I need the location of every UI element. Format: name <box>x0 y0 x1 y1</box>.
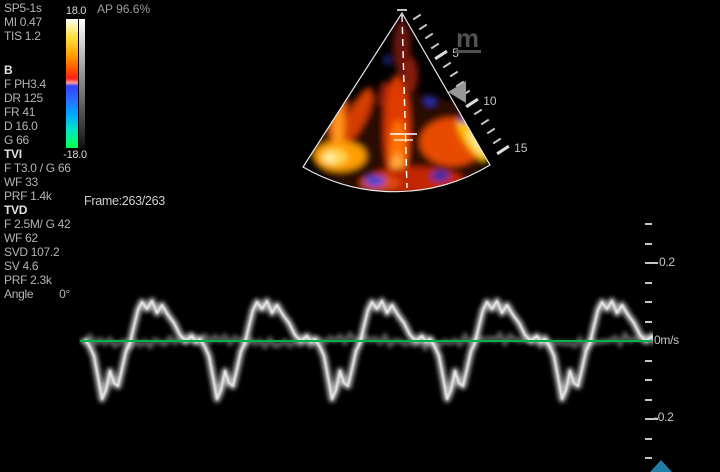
doppler-colorbar <box>66 19 78 148</box>
b-param: D 16.0 <box>4 119 38 133</box>
tvi-param: F T3.0 / G 66 <box>4 161 71 175</box>
spectral-trace-core <box>84 299 653 401</box>
transducer-label: SP5-1s <box>4 1 42 15</box>
tvi-mode-header: TVI <box>4 147 22 161</box>
mi-value: MI 0.47 <box>4 15 42 29</box>
b-param: FR 41 <box>4 105 36 119</box>
b-param: DR 125 <box>4 91 43 105</box>
baseline-line[interactable] <box>80 340 652 342</box>
logo-underline <box>456 50 481 53</box>
colorbar-max-label: 18.0 <box>65 5 87 17</box>
angle-value: 0° <box>59 287 70 301</box>
logo-glyph: m <box>456 23 480 53</box>
spectral-trace <box>82 297 653 403</box>
tvi-param: PRF 1.4k <box>4 189 52 203</box>
tis-value: TIS 1.2 <box>4 29 41 43</box>
spectral-doppler-strip <box>79 297 653 403</box>
frame-counter: Frame:263/263 <box>84 194 165 208</box>
focus-marker-icon <box>448 81 466 103</box>
tvi-param: WF 33 <box>4 175 38 189</box>
tvd-param: SV 4.6 <box>4 259 39 273</box>
angle-label: Angle <box>4 287 34 301</box>
sector-outline <box>302 11 491 193</box>
tvd-param: PRF 2.3k <box>4 273 52 287</box>
acoustic-power-label: AP 96.6% <box>97 2 151 16</box>
colorbar-min-label: -18.0 <box>63 149 87 161</box>
echo-sector-image <box>302 9 491 193</box>
b-mode-header: B <box>4 63 13 77</box>
b-param: G 66 <box>4 133 29 147</box>
angle-row: Angle 0° <box>4 288 70 301</box>
tvd-param: F 2.5M/ G 42 <box>4 217 71 231</box>
sample-gate[interactable] <box>390 133 417 141</box>
grayscale-bar <box>79 19 85 148</box>
doppler-cursor-line[interactable] <box>401 14 408 189</box>
tvd-param: SVD 107.2 <box>4 245 60 259</box>
cine-position-marker[interactable] <box>650 460 672 472</box>
tvd-mode-header: TVD <box>4 203 28 217</box>
b-param: F PH3.4 <box>4 77 46 91</box>
tvd-param: WF 62 <box>4 231 38 245</box>
mindray-logo: m <box>456 23 481 53</box>
